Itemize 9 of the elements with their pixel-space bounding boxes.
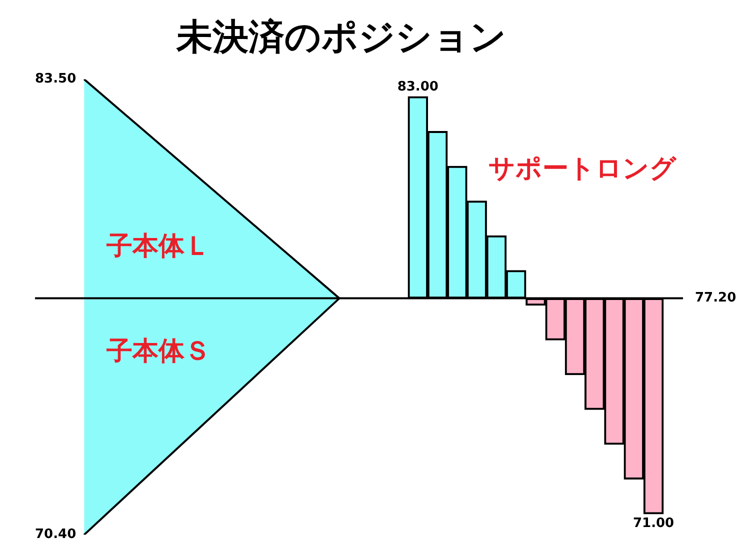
annotation: サポートロング [488, 154, 678, 184]
y-tick-label: 70.40 [35, 527, 76, 542]
ref-line-label: 77.20 [695, 290, 736, 306]
chart-title: 未決済のポジション [176, 16, 506, 58]
annotation: 子本体Ｌ [105, 232, 210, 262]
data-label: 71.00 [632, 516, 674, 531]
annotation: 子本体Ｓ [105, 336, 210, 366]
y-tick-label: 83.50 [35, 72, 76, 87]
data-label: 83.00 [397, 79, 438, 94]
